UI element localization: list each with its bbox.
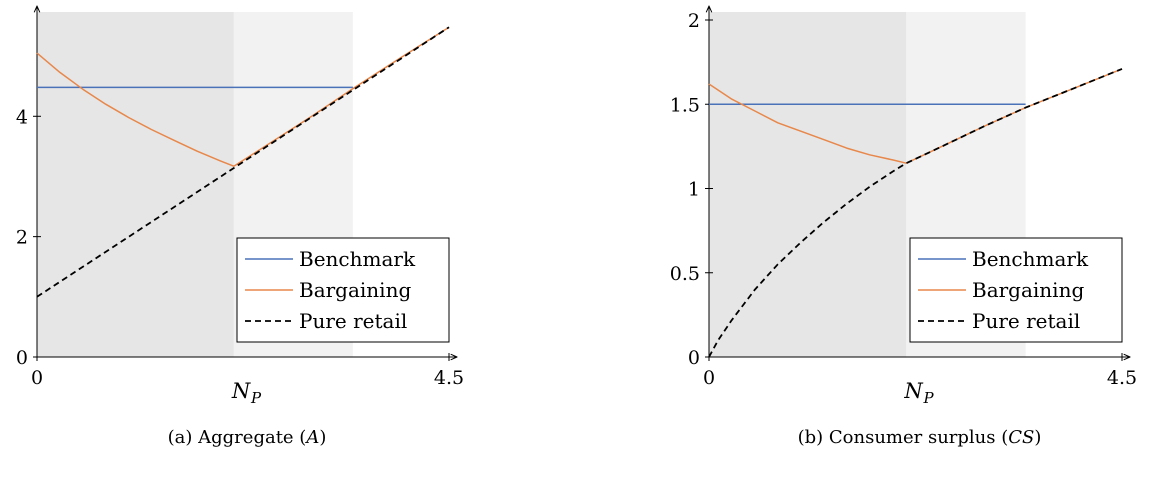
- y-tick-label: 0: [688, 347, 700, 369]
- legend-label: Bargaining: [299, 278, 411, 302]
- legend: Benchmark Bargaining Pure retail: [237, 238, 449, 342]
- x-tick-label: 4.5: [434, 367, 464, 389]
- chart-panel-b: 0 0.5 1 1.5 2 0 4.5 Benchmark Bargaining Pure ret…: [670, 6, 1137, 448]
- y-tick-label: 0: [16, 347, 28, 369]
- x-axis-label: N: [231, 379, 251, 403]
- legend-label: Benchmark: [972, 247, 1089, 271]
- x-axis-label-subscript: P: [923, 389, 935, 407]
- legend-label: Pure retail: [299, 309, 407, 333]
- x-tick-label: 4.5: [1107, 367, 1137, 389]
- chart-caption: (a) Aggregate (A): [168, 427, 327, 448]
- legend-label: Bargaining: [972, 278, 1084, 302]
- legend: Benchmark Bargaining Pure retail: [910, 238, 1122, 342]
- caption-suffix: ): [1034, 427, 1041, 448]
- x-axis-label: N: [903, 379, 923, 403]
- caption-variable: CS: [1008, 427, 1034, 448]
- caption-variable: A: [304, 427, 319, 448]
- chart-panel-a: 0 2 4 0 4.5 Benchmark Bargaining Pure retail N P (…: [16, 6, 464, 448]
- y-tick-label: 0.5: [670, 263, 700, 285]
- y-tick-label: 1.5: [670, 94, 700, 116]
- caption-prefix: (a) Aggregate (: [168, 427, 307, 448]
- legend-label: Benchmark: [299, 247, 416, 271]
- shaded-region-1: [709, 12, 906, 357]
- legend-label: Pure retail: [972, 309, 1080, 333]
- shaded-region-1: [37, 12, 234, 357]
- caption-prefix: (b) Consumer surplus (: [798, 427, 1009, 448]
- x-axis-label-subscript: P: [250, 389, 262, 407]
- x-tick-label: 0: [31, 367, 43, 389]
- y-tick-label: 2: [16, 227, 28, 249]
- chart-caption: (b) Consumer surplus (CS): [798, 427, 1042, 448]
- y-tick-label: 4: [16, 106, 28, 128]
- y-tick-label: 2: [688, 10, 700, 32]
- x-tick-label: 0: [703, 367, 715, 389]
- y-tick-label: 1: [688, 179, 700, 201]
- caption-suffix: ): [319, 427, 326, 448]
